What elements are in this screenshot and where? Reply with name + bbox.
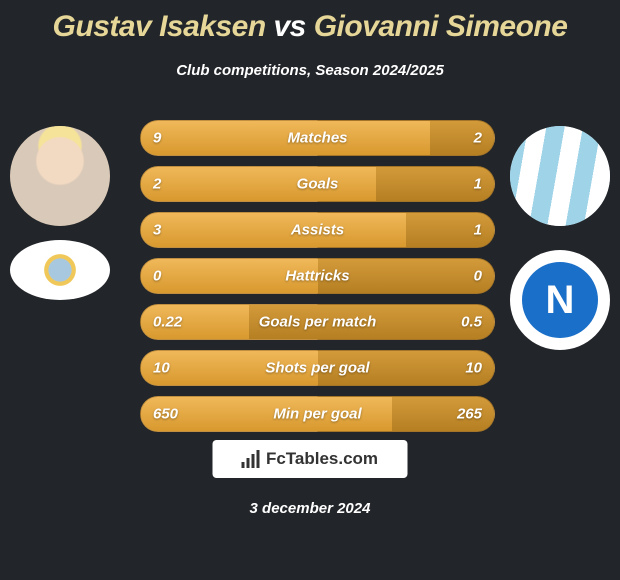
stat-row: 3 Assists 1 xyxy=(140,212,495,248)
club1-badge xyxy=(10,240,110,300)
stat-label: Hattricks xyxy=(285,268,349,285)
stat-row: 650 Min per goal 265 xyxy=(140,396,495,432)
stat-label: Shots per goal xyxy=(265,360,369,377)
stat-value-left: 9 xyxy=(153,130,161,147)
stat-row: 2 Goals 1 xyxy=(140,166,495,202)
player1-avatar xyxy=(10,126,110,226)
stat-value-left: 2 xyxy=(153,176,161,193)
stat-value-right: 265 xyxy=(457,406,482,423)
stat-row: 0.22 Goals per match 0.5 xyxy=(140,304,495,340)
stat-fill-right xyxy=(430,121,494,155)
stat-label: Min per goal xyxy=(273,406,361,423)
stat-value-left: 0.22 xyxy=(153,314,182,331)
title-vs: vs xyxy=(274,10,306,43)
stat-value-left: 650 xyxy=(153,406,178,423)
date: 3 december 2024 xyxy=(0,500,620,517)
stat-label: Assists xyxy=(291,222,344,239)
subtitle: Club competitions, Season 2024/2025 xyxy=(0,62,620,79)
stat-value-right: 0 xyxy=(474,268,482,285)
stat-label: Goals per match xyxy=(259,314,377,331)
stat-value-right: 1 xyxy=(474,176,482,193)
stat-row: 9 Matches 2 xyxy=(140,120,495,156)
stat-value-right: 2 xyxy=(474,130,482,147)
stats-container: 9Matches22Goals13Assists10Hattricks00.22… xyxy=(140,120,495,442)
site-logo: FcTables.com xyxy=(213,440,408,478)
stat-fill-left xyxy=(141,121,430,155)
stat-row: 0 Hattricks 0 xyxy=(140,258,495,294)
club2-badge: N xyxy=(510,250,610,350)
stat-value-right: 1 xyxy=(474,222,482,239)
stat-label: Matches xyxy=(287,130,347,147)
logo-text: FcTables.com xyxy=(266,449,378,469)
club2-letter: N xyxy=(522,262,598,338)
stat-fill-left xyxy=(141,213,406,247)
stat-fill-left xyxy=(141,167,376,201)
stat-value-left: 0 xyxy=(153,268,161,285)
logo-bars-icon xyxy=(242,450,260,468)
stat-value-right: 0.5 xyxy=(461,314,482,331)
stat-value-left: 10 xyxy=(153,360,170,377)
title-player1: Gustav Isaksen xyxy=(53,10,266,43)
player2-avatar xyxy=(510,126,610,226)
stat-value-left: 3 xyxy=(153,222,161,239)
title-player2: Giovanni Simeone xyxy=(314,10,568,43)
stat-value-right: 10 xyxy=(465,360,482,377)
stat-label: Goals xyxy=(297,176,339,193)
comparison-title: Gustav Isaksen vs Giovanni Simeone xyxy=(0,0,620,44)
stat-row: 10 Shots per goal 10 xyxy=(140,350,495,386)
